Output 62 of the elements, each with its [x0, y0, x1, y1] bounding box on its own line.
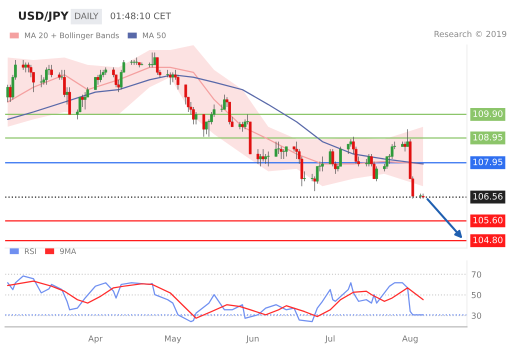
candlestick	[266, 151, 270, 167]
candlestick	[303, 171, 306, 182]
candlestick	[130, 60, 133, 66]
x-tick-label: May	[165, 335, 182, 344]
candlestick	[328, 148, 332, 164]
chart-title: USD/JPY	[18, 11, 69, 22]
ref-line-label: 107.95	[473, 158, 502, 166]
candlestick	[150, 52, 154, 68]
candlestick	[422, 193, 424, 199]
x-tick-label: Jul	[324, 335, 334, 344]
candlestick	[404, 141, 406, 152]
candlestick	[202, 114, 206, 138]
ref-line-label: 106.56	[473, 193, 503, 200]
candlestick	[284, 146, 288, 157]
candlestick	[264, 154, 268, 164]
candlestick	[375, 166, 378, 182]
candlestick	[96, 74, 100, 86]
y-tick-label: 30	[472, 312, 482, 319]
x-tick-label: Apr	[88, 335, 103, 344]
ref-line-label: 105.60	[473, 216, 503, 224]
ref-line-label: 109.90	[473, 110, 503, 117]
candlestick	[153, 52, 156, 66]
ref-line-label: 108.95	[473, 134, 502, 140]
candlestick	[22, 60, 25, 70]
candlestick	[168, 72, 172, 86]
candlestick	[50, 64, 53, 78]
candlestick	[8, 84, 12, 102]
candlestick	[81, 94, 84, 108]
candlestick	[204, 122, 208, 135]
candlestick	[368, 154, 370, 167]
candlestick	[94, 76, 97, 90]
ref-line-label: 104.80	[473, 236, 503, 244]
candlestick	[386, 156, 388, 170]
line-series	[7, 280, 424, 319]
x-tick-label: Aug	[402, 335, 418, 344]
candlestick	[241, 122, 244, 132]
candlestick	[68, 86, 71, 115]
y-tick-label: 50	[472, 292, 482, 298]
candlestick	[313, 176, 316, 192]
candlestick	[321, 156, 324, 172]
candlestick	[274, 141, 278, 157]
candlestick	[78, 96, 82, 112]
candlestick	[184, 84, 188, 105]
candlestick	[282, 148, 286, 160]
candlestick	[171, 72, 174, 83]
candlestick	[256, 148, 260, 164]
candlestick	[45, 67, 48, 86]
x-tick-label: Jun	[246, 335, 259, 344]
candlestick	[262, 148, 264, 162]
candlestick	[99, 70, 102, 83]
candlestick	[223, 94, 226, 110]
candlestick	[40, 74, 43, 88]
chart-subtitle: DAILY	[75, 12, 98, 20]
text: Research © 2019	[434, 30, 506, 38]
y-tick-label: 70	[472, 271, 482, 278]
candlestick	[156, 57, 159, 76]
candlestick	[6, 84, 10, 102]
text: 01:48:10 CET	[110, 12, 172, 20]
candlestick	[84, 92, 86, 110]
candlestick	[176, 74, 180, 90]
candlestick	[24, 62, 28, 73]
candlestick	[419, 193, 422, 199]
